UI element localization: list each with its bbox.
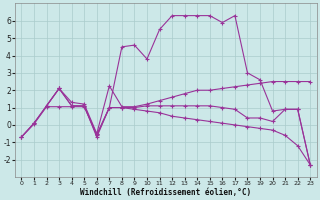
X-axis label: Windchill (Refroidissement éolien,°C): Windchill (Refroidissement éolien,°C) (80, 188, 252, 197)
